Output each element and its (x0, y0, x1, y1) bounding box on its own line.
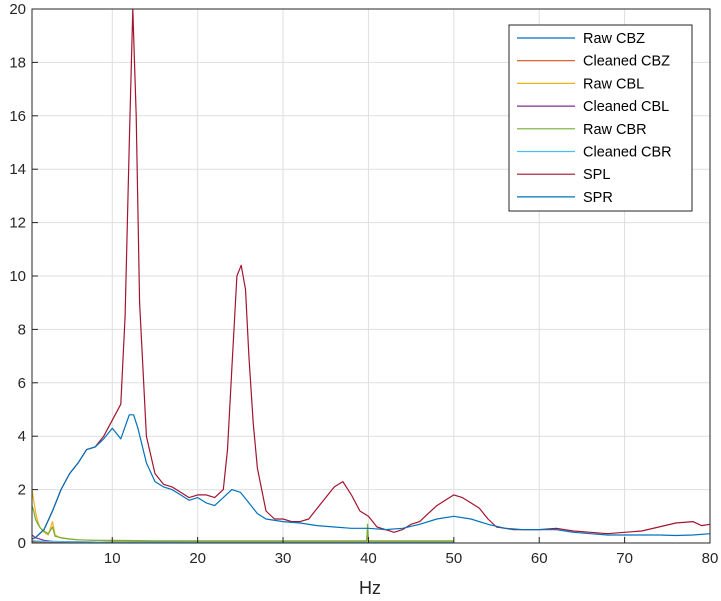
x-axis-ticks: 10 20 30 40 50 60 70 80 (104, 537, 718, 567)
legend-label-cleaned-cbz: Cleaned CBZ (583, 54, 670, 70)
legend-label-cleaned-cbl: Cleaned CBL (583, 99, 669, 115)
y-tick-label: 20 (9, 1, 26, 18)
legend: Raw CBZ Cleaned CBZ Raw CBL Cleaned CBL Raw … (508, 24, 693, 212)
y-tick-label: 6 (18, 375, 26, 392)
legend-label-spr: SPR (583, 190, 613, 206)
x-tick-label: 70 (616, 550, 633, 567)
x-tick-label: 80 (702, 550, 719, 567)
legend-label-raw-cbl: Raw CBL (583, 76, 644, 92)
x-tick-label: 10 (104, 550, 121, 567)
y-tick-label: 0 (18, 535, 26, 552)
y-tick-label: 4 (18, 428, 26, 445)
y-tick-label: 16 (9, 108, 26, 125)
y-tick-label: 14 (9, 161, 26, 178)
legend-label-raw-cbr: Raw CBR (583, 122, 647, 138)
x-tick-label: 60 (531, 550, 548, 567)
legend-label-spl: SPL (583, 167, 610, 183)
series-line-raw-cbr (31, 505, 454, 542)
y-tick-label: 12 (9, 215, 26, 232)
y-tick-label: 2 (18, 482, 26, 499)
y-tick-label: 10 (9, 268, 26, 285)
series-line-spr (31, 414, 711, 540)
legend-label-raw-cbz: Raw CBZ (583, 31, 645, 47)
x-tick-label: 40 (360, 550, 377, 567)
legend-label-cleaned-cbr: Cleaned CBR (583, 145, 672, 161)
x-axis-label: Hz (359, 578, 381, 598)
y-tick-label: 18 (9, 54, 26, 71)
legend-box (508, 24, 693, 212)
x-tick-label: 50 (445, 550, 462, 567)
x-tick-label: 20 (189, 550, 206, 567)
x-tick-label: 30 (275, 550, 292, 567)
y-axis-ticks: 0 2 4 6 8 10 12 14 16 18 20 (9, 1, 38, 552)
y-tick-label: 8 (18, 321, 26, 338)
